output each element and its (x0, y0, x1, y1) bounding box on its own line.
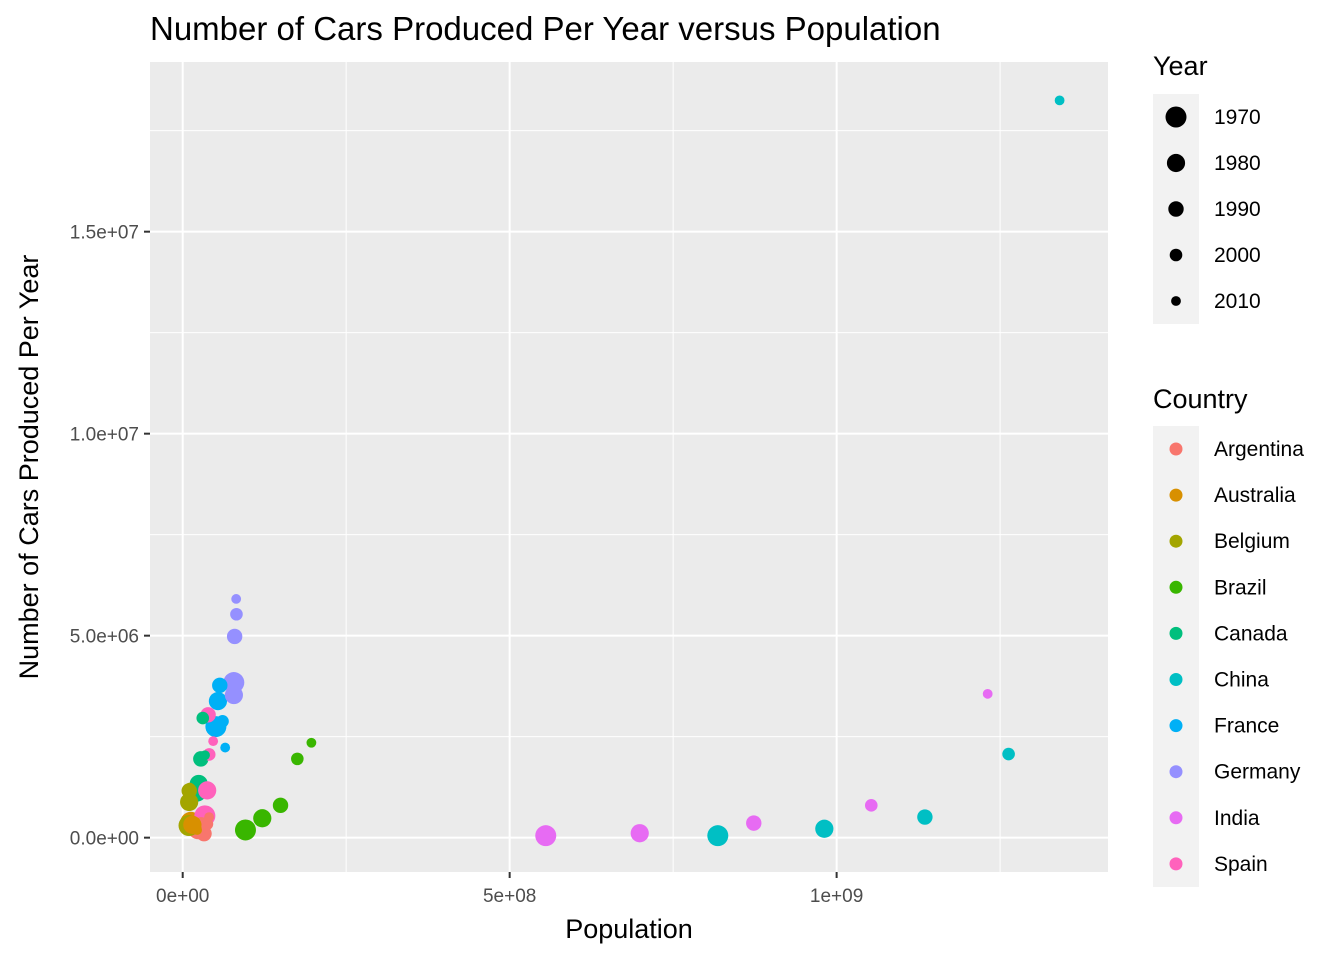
year-legend-title: Year (1153, 51, 1208, 81)
data-point-germany-1990 (226, 628, 243, 645)
country-legend-key-china (1169, 673, 1183, 686)
country-legend-keys-background (1153, 426, 1199, 887)
year-legend-key (1165, 106, 1187, 128)
country-legend-label: Argentina (1214, 438, 1304, 461)
country-legend-key-australia (1169, 488, 1183, 502)
data-point-france-2010 (220, 742, 231, 753)
major-gridlines (150, 62, 1108, 872)
y-tick-label: 1.0e+07 (70, 425, 139, 446)
data-point-brazil-2010 (306, 737, 317, 748)
y-tick-label: 5.0e+06 (70, 627, 139, 648)
data-point-belgium-2000 (183, 794, 196, 808)
data-point-brazil-1990 (272, 797, 289, 814)
country-legend-label: China (1214, 669, 1269, 692)
country-legend-key-argentina (1169, 442, 1183, 456)
country-legend: Country Argentina Australia Belgium Brazil C… (1153, 384, 1304, 887)
country-legend-label: France (1214, 715, 1279, 738)
data-point-spain-2010 (208, 736, 219, 747)
country-legend-key-germany (1169, 765, 1183, 779)
country-legend-key-france (1169, 719, 1183, 733)
x-tick-label: 5e+08 (483, 886, 536, 907)
data-point-china-1980 (815, 819, 834, 838)
data-point-brazil-1970 (234, 819, 256, 841)
data-point-australia-2010 (192, 825, 203, 835)
data-point-india-1970 (535, 825, 557, 847)
country-legend-label: India (1214, 807, 1260, 830)
year-legend: Year 1970 1980 1990 2000 2010 (1153, 51, 1261, 324)
country-legend-key-canada (1169, 626, 1183, 640)
y-axis: 0.0e+00 5.0e+06 1.0e+07 1.5e+07 (70, 223, 150, 850)
year-legend-key (1171, 296, 1181, 306)
country-legend-title: Country (1153, 384, 1248, 414)
plot-panel (150, 62, 1108, 872)
data-point-india-1990 (746, 815, 762, 831)
data-point-germany-2000 (230, 607, 243, 621)
data-point-china-2000 (1002, 747, 1015, 761)
data-point-belgium-2010 (184, 782, 195, 793)
data-point-canada-2010 (200, 750, 210, 761)
x-axis-label: Population (565, 914, 693, 944)
year-legend-label: 2000 (1214, 244, 1261, 267)
x-axis: 0e+00 5e+08 1e+09 (156, 872, 863, 907)
country-legend-label: Belgium (1214, 530, 1290, 553)
y-tick-label: 0.0e+00 (70, 829, 139, 850)
country-legend-key-india (1169, 811, 1183, 825)
chart-title: Number of Cars Produced Per Year versus … (150, 10, 941, 47)
year-legend-label: 1990 (1214, 198, 1261, 221)
data-point-france-1980 (208, 692, 228, 711)
data-point-france-2000 (216, 715, 229, 728)
x-tick-label: 1e+09 (810, 886, 863, 907)
year-legend-key (1169, 248, 1183, 262)
country-legend-label: Germany (1214, 761, 1301, 784)
y-axis-label: Number of Cars Produced Per Year (14, 255, 44, 680)
country-legend-label: Spain (1214, 853, 1268, 876)
year-legend-key (1168, 201, 1184, 217)
data-points (178, 95, 1065, 847)
data-point-france-1990 (212, 677, 228, 694)
country-legend-key-belgium (1169, 534, 1183, 548)
y-tick-label: 1.5e+07 (70, 223, 139, 244)
year-legend-label: 2010 (1214, 290, 1261, 313)
country-legend-key-brazil (1169, 580, 1183, 594)
country-legend-label: Canada (1214, 622, 1288, 645)
data-point-brazil-2000 (291, 752, 304, 766)
data-point-india-1980 (630, 824, 649, 843)
x-tick-label: 0e+00 (156, 886, 209, 907)
data-point-argentina-2010 (204, 812, 214, 823)
data-point-canada-2000 (196, 711, 210, 725)
data-point-brazil-1980 (253, 809, 272, 828)
data-point-china-1970 (707, 825, 729, 847)
data-point-india-2000 (864, 799, 878, 812)
year-legend-label: 1980 (1214, 152, 1261, 175)
data-point-china-1990 (917, 809, 933, 825)
year-legend-key (1166, 153, 1186, 173)
data-point-spain-1980 (198, 781, 217, 800)
data-point-germany-2010 (231, 594, 242, 604)
data-point-china-2010 (1054, 95, 1065, 106)
minor-gridlines (150, 62, 1108, 872)
country-legend-label: Brazil (1214, 576, 1267, 599)
country-legend-label: Australia (1214, 484, 1296, 507)
data-point-india-2010 (982, 688, 993, 699)
year-legend-label: 1970 (1214, 106, 1261, 129)
country-legend-key-spain (1169, 857, 1183, 871)
data-point-germany-1980 (224, 685, 243, 705)
